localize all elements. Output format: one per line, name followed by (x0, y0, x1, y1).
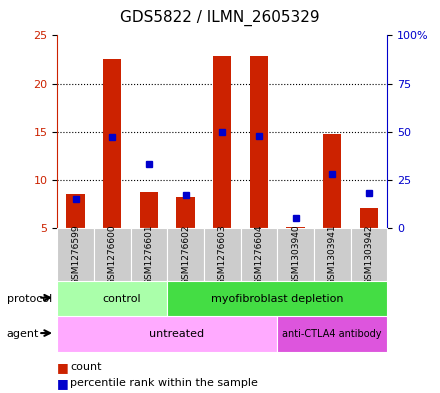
Text: ■: ■ (57, 376, 69, 390)
Bar (94, 228, 131, 281)
Bar (213, 55, 231, 228)
Bar (57, 281, 167, 316)
Bar (103, 59, 121, 228)
Bar (204, 228, 241, 281)
Text: GSM1276600: GSM1276600 (108, 224, 117, 285)
Text: protocol: protocol (7, 294, 52, 304)
Bar (323, 134, 341, 228)
Bar (57, 228, 94, 281)
Text: GSM1276604: GSM1276604 (254, 224, 264, 285)
Bar (351, 228, 387, 281)
Text: GSM1276599: GSM1276599 (71, 224, 80, 285)
Bar (241, 228, 277, 281)
Bar (360, 208, 378, 228)
Text: GDS5822 / ILMN_2605329: GDS5822 / ILMN_2605329 (120, 10, 320, 26)
Text: GSM1276602: GSM1276602 (181, 224, 190, 285)
Text: anti-CTLA4 antibody: anti-CTLA4 antibody (282, 329, 382, 339)
Bar (167, 281, 387, 316)
Text: agent: agent (7, 329, 39, 339)
Text: GSM1276601: GSM1276601 (144, 224, 154, 285)
Text: GSM1303940: GSM1303940 (291, 224, 300, 285)
Text: percentile rank within the sample: percentile rank within the sample (70, 378, 258, 388)
Bar (250, 55, 268, 228)
Bar (314, 228, 351, 281)
Bar (167, 228, 204, 281)
Bar (131, 228, 167, 281)
Text: GSM1303941: GSM1303941 (328, 224, 337, 285)
Text: GSM1276603: GSM1276603 (218, 224, 227, 285)
Text: myofibroblast depletion: myofibroblast depletion (211, 294, 344, 304)
Bar (66, 194, 85, 228)
Text: untreated: untreated (149, 329, 204, 339)
Bar (277, 228, 314, 281)
Bar (57, 316, 277, 352)
Text: count: count (70, 362, 102, 373)
Bar (277, 316, 387, 352)
Text: control: control (102, 294, 141, 304)
Text: GSM1303942: GSM1303942 (364, 224, 374, 285)
Bar (140, 192, 158, 228)
Text: ■: ■ (57, 361, 69, 374)
Bar (176, 197, 195, 228)
Bar (286, 227, 305, 228)
